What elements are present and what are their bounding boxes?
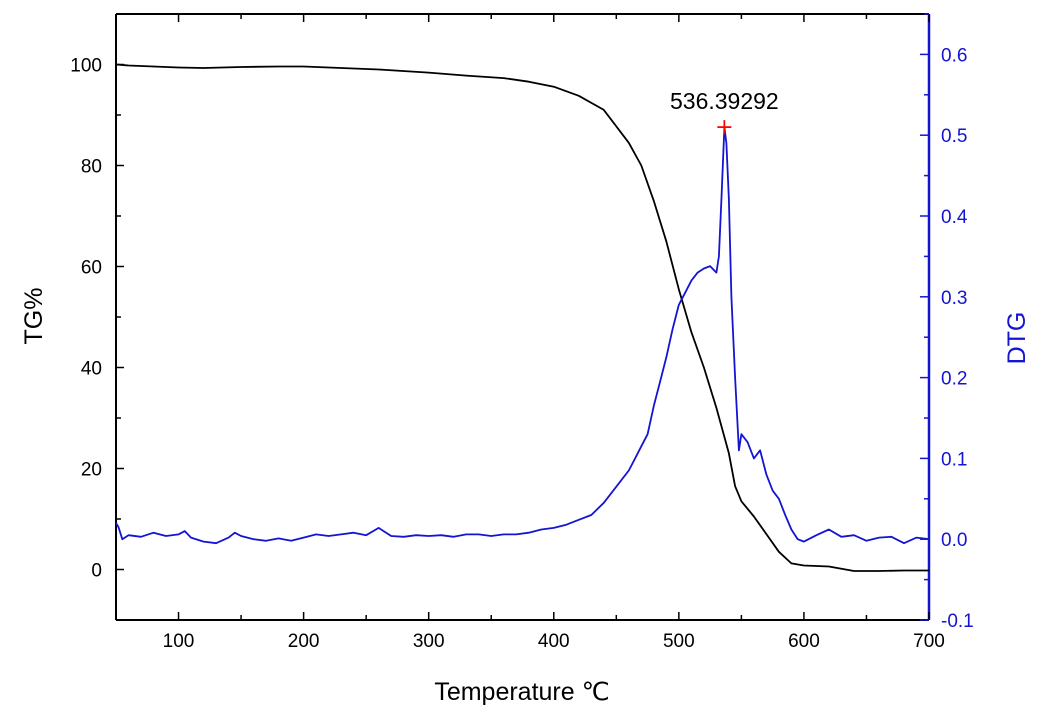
y-right-tick-label: 0.0 (941, 530, 967, 551)
y-right-tick-label: 0.1 (941, 449, 967, 470)
y-right-tick-label: 0.5 (941, 126, 967, 147)
y-right-tick-label: -0.1 (941, 611, 974, 632)
x-tick-label: 500 (663, 631, 695, 652)
x-tick-label: 400 (538, 631, 570, 652)
y-left-tick-label: 20 (81, 460, 102, 481)
y-right-tick-label: 0.4 (941, 207, 968, 228)
y-left-tick-label: 40 (81, 359, 102, 380)
x-axis-title: Temperature ℃ (434, 678, 609, 706)
x-tick-label: 300 (413, 631, 445, 652)
y-right-tick-label: 0.6 (941, 45, 967, 66)
tg-series-line (115, 63, 929, 572)
axes-layer: 100 200 300 400 500 600 700 0 20 40 60 80 100 -0.1 0.0… (70, 13, 974, 652)
dtg-series-line (115, 126, 930, 545)
x-tick-label: 200 (288, 631, 320, 652)
y-right-tick-label: 0.3 (941, 288, 967, 309)
x-tick-label: 600 (788, 631, 820, 652)
y-right-axis-title: DTG (1003, 312, 1031, 365)
y-left-tick-label: 80 (81, 157, 102, 178)
y-left-tick-label: 100 (70, 56, 102, 77)
y-left-axis-title: TG% (20, 288, 48, 345)
y-right-tick-label: 0.2 (941, 369, 967, 390)
peak-label: 536.39292 (670, 88, 779, 114)
x-tick-label: 100 (163, 631, 195, 652)
x-tick-label: 700 (913, 631, 945, 652)
y-left-tick-label: 60 (81, 258, 102, 279)
series-layer (115, 63, 930, 572)
y-left-tick-label: 0 (91, 561, 102, 582)
annotation-layer: 536.39292 (670, 88, 779, 135)
